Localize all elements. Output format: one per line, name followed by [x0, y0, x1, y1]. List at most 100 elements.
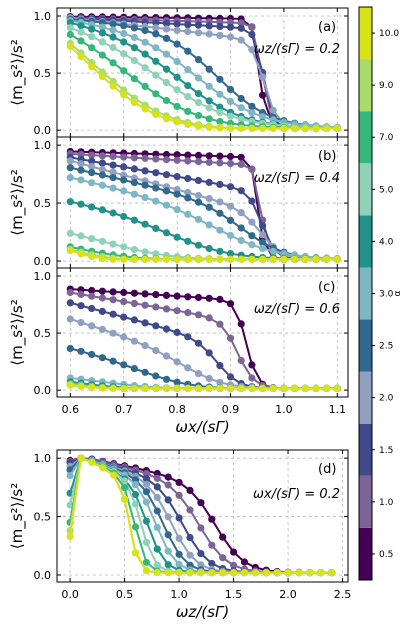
data-point: [109, 357, 117, 365]
data-point: [162, 25, 171, 33]
data-point: [120, 255, 128, 263]
data-point: [323, 255, 331, 263]
data-point: [237, 187, 245, 195]
data-point: [280, 384, 288, 392]
panel-frame: [56, 267, 349, 398]
data-point: [120, 361, 128, 369]
data-point: [173, 57, 181, 66]
data-point: [184, 210, 192, 218]
data-point: [205, 255, 213, 263]
data-point: [131, 549, 140, 557]
data-point: [152, 197, 160, 205]
panel-label: (d): [318, 462, 336, 477]
data-point: [173, 156, 181, 164]
data-point: [162, 187, 171, 195]
data-point: [120, 298, 128, 306]
data-point: [248, 374, 256, 382]
panel-label: (a): [318, 20, 336, 35]
data-point: [141, 290, 149, 298]
data-point: [173, 378, 181, 386]
data-point: [328, 569, 336, 577]
data-point: [230, 561, 238, 569]
data-point: [152, 19, 160, 27]
data-point: [141, 64, 149, 72]
data-point: [88, 286, 96, 295]
data-point: [280, 255, 288, 263]
data-point: [66, 381, 74, 389]
data-point: [291, 124, 299, 132]
data-point: [153, 507, 161, 515]
data-point: [130, 165, 138, 173]
panel-label: (b): [318, 149, 336, 164]
data-point: [175, 550, 183, 558]
data-point: [141, 167, 149, 175]
data-point: [66, 299, 74, 307]
data-point: [248, 232, 256, 240]
data-point: [109, 82, 117, 90]
data-point: [173, 26, 181, 34]
data-point: [194, 176, 203, 185]
data-point: [216, 159, 224, 167]
data-point: [77, 347, 85, 355]
y-tick-label: 0.5: [34, 511, 52, 524]
data-point: [141, 342, 149, 350]
data-point: [141, 193, 149, 202]
data-point: [141, 248, 149, 256]
data-point: [184, 293, 192, 301]
data-point: [175, 569, 183, 577]
colorbar-tick-label: 7.0: [379, 133, 394, 143]
data-point: [142, 567, 150, 575]
data-point: [164, 561, 172, 569]
data-point: [152, 224, 160, 232]
data-point: [226, 231, 235, 240]
data-point: [162, 229, 171, 237]
data-point: [184, 309, 192, 317]
data-point: [131, 481, 140, 489]
x-tick-label: 0.5: [116, 588, 134, 601]
data-point: [248, 255, 256, 263]
data-point: [269, 255, 277, 263]
data-point: [152, 24, 160, 32]
data-point: [175, 491, 183, 499]
data-point: [237, 320, 245, 328]
data-point: [130, 56, 138, 65]
series-line-alpha-4.0: [70, 200, 338, 261]
data-point: [237, 224, 245, 232]
data-point: [88, 252, 96, 261]
data-point: [186, 569, 194, 577]
data-point: [269, 106, 277, 114]
data-point: [173, 307, 181, 315]
data-point: [226, 373, 235, 381]
data-point: [175, 478, 183, 486]
data-point: [173, 102, 181, 110]
data-point: [130, 384, 138, 392]
data-point: [153, 483, 161, 491]
x-tick-label: 2.5: [334, 588, 352, 601]
data-point: [226, 85, 235, 93]
data-point: [141, 220, 149, 228]
data-point: [226, 97, 235, 106]
data-point: [121, 495, 129, 503]
data-point: [120, 91, 128, 99]
data-point: [216, 226, 224, 234]
data-point: [280, 124, 288, 132]
data-point: [130, 245, 138, 254]
data-point: [186, 486, 194, 494]
colorbar-tick-label: 10.0: [379, 29, 399, 39]
data-point: [317, 569, 325, 577]
data-point: [184, 21, 192, 29]
data-point: [109, 174, 117, 182]
data-point: [130, 24, 138, 32]
data-point: [164, 481, 172, 489]
data-point: [248, 384, 256, 392]
data-point: [205, 349, 213, 357]
data-point: [66, 229, 74, 237]
data-point: [141, 38, 149, 46]
data-point: [130, 190, 138, 198]
data-point: [66, 247, 74, 255]
data-point: [99, 464, 107, 472]
data-point: [120, 212, 128, 221]
panel-annotation: ωx/(sΓ) = 0.2: [253, 487, 340, 502]
data-point: [197, 499, 205, 507]
data-point: [120, 176, 128, 184]
